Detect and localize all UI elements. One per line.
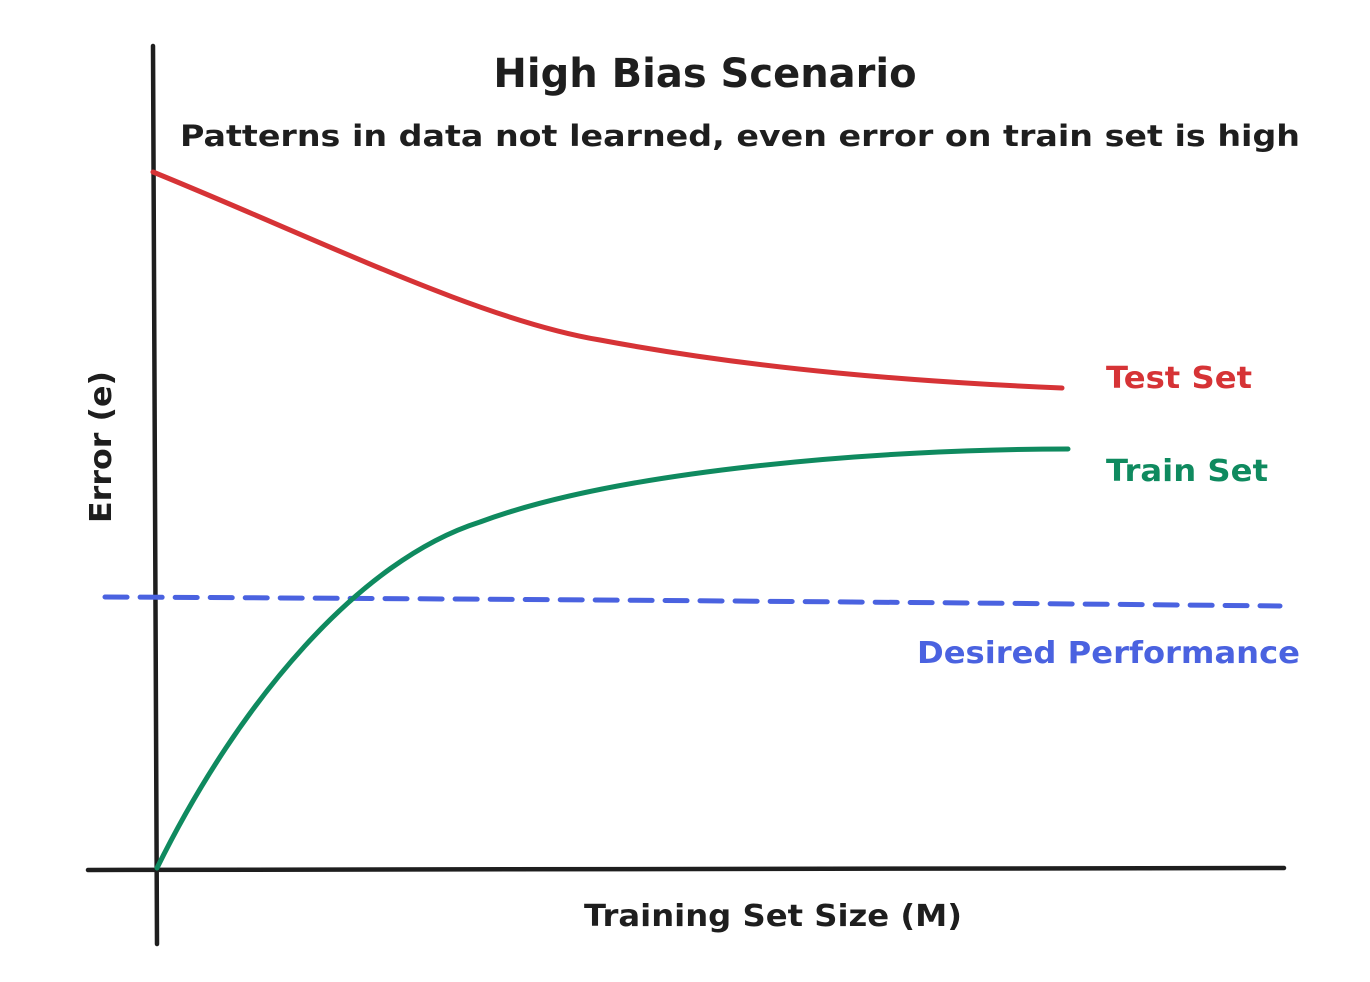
train-set-label: Train Set [1106, 454, 1268, 489]
test-set-curve [150, 169, 1065, 391]
test-set-label: Test Set [1106, 361, 1252, 396]
y-axis [150, 43, 160, 947]
y-axis-label: Error (e) [84, 371, 119, 523]
train-set-curve [154, 446, 1071, 871]
desired-performance-line [102, 594, 1283, 609]
x-axis-label: Training Set Size (M) [584, 899, 962, 934]
diagram-subtitle: Patterns in data not learned, even error… [180, 119, 1300, 153]
diagram-title: High Bias Scenario [493, 51, 916, 97]
x-axis [85, 865, 1287, 873]
desired-performance-label: Desired Performance [917, 636, 1300, 671]
